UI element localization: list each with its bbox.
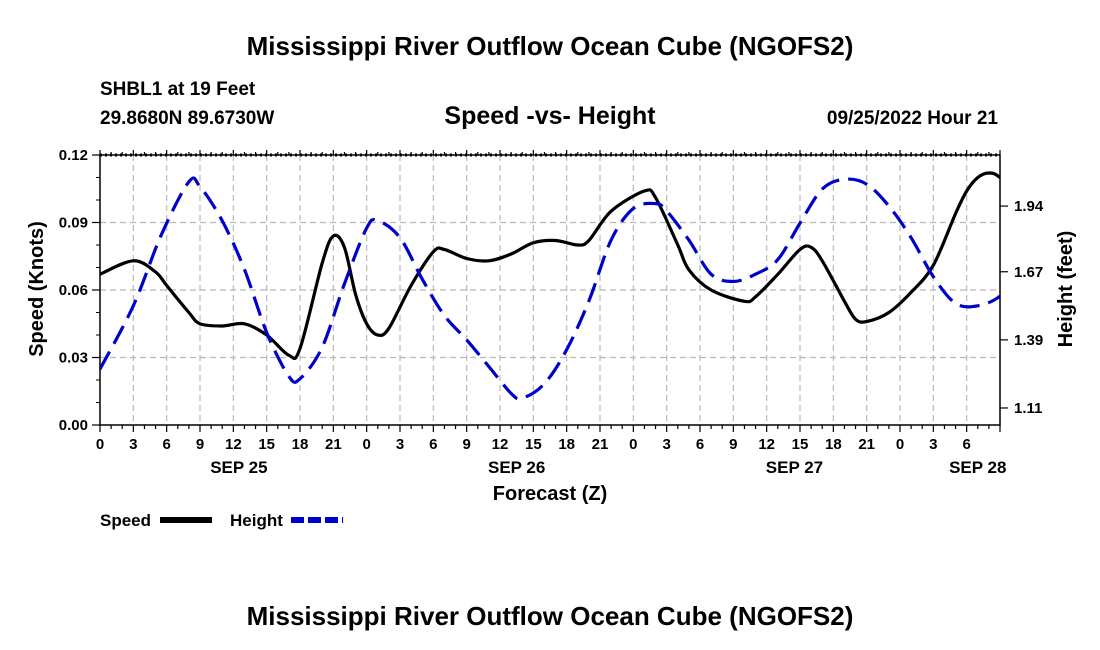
x-tick-label: 0 [96, 436, 104, 453]
x-tick-label: 0 [629, 436, 637, 453]
y-axis-left: 0.00 0.03 0.06 0.09 0.12 [59, 147, 100, 434]
series-line-height [100, 176, 1000, 401]
x-tick-label: 0 [362, 436, 370, 453]
y2-tick-label: 1.94 [1014, 198, 1044, 215]
legend-height-label: Height [230, 511, 283, 530]
x-tick-label: 12 [225, 436, 242, 453]
x-tick-label: 3 [396, 436, 404, 453]
coordinates-label: 29.8680N 89.6730W [100, 108, 274, 129]
x-day-label: SEP 25 [210, 458, 267, 477]
y-tick-label: 0.12 [59, 147, 88, 164]
x-tick-label: 9 [729, 436, 737, 453]
x-tick-label: 3 [662, 436, 670, 453]
x-day-label: SEP 26 [488, 458, 545, 477]
x-day-label: SEP 27 [766, 458, 823, 477]
y2-axis-label: Height (feet) [1055, 231, 1077, 348]
series-lines [100, 171, 1000, 401]
x-tick-label: 21 [858, 436, 875, 453]
x-tick-label: 6 [429, 436, 437, 453]
y-axis-right: 1.11 1.39 1.67 1.94 [1000, 198, 1044, 417]
x-tick-label: 18 [292, 436, 309, 453]
x-day-label: SEP 28 [949, 458, 1006, 477]
x-tick-label: 15 [525, 436, 542, 453]
chart-subtitle: Speed -vs- Height [444, 102, 656, 130]
x-axis: 0 3 6 9 12 15 18 21 0 3 6 9 12 15 18 21 0 3 6 9 12 15 18 21 0 3 6 S… [96, 150, 1006, 477]
y-tick-label: 0.03 [59, 350, 88, 367]
legend: Speed Height [100, 511, 343, 530]
y-tick-label: 0.00 [59, 417, 88, 434]
x-tick-label: 18 [558, 436, 575, 453]
x-tick-label: 3 [929, 436, 937, 453]
y-tick-label: 0.09 [59, 215, 88, 232]
x-tick-label: 15 [258, 436, 275, 453]
x-tick-label: 15 [792, 436, 809, 453]
x-tick-label: 0 [896, 436, 904, 453]
x-tick-label: 6 [162, 436, 170, 453]
legend-speed-label: Speed [100, 511, 151, 530]
x-tick-label: 6 [962, 436, 970, 453]
x-tick-label: 12 [758, 436, 775, 453]
y2-tick-label: 1.67 [1014, 264, 1043, 281]
chart-title-bottom: Mississippi River Outflow Ocean Cube (NG… [247, 601, 854, 631]
y-tick-label: 0.06 [59, 282, 88, 299]
x-tick-label: 18 [825, 436, 842, 453]
x-tick-label: 3 [129, 436, 137, 453]
station-label: SHBL1 at 19 Feet [100, 79, 256, 100]
y-axis-label: Speed (Knots) [26, 221, 48, 357]
date-label: 09/25/2022 Hour 21 [827, 108, 999, 129]
y2-tick-label: 1.39 [1014, 332, 1043, 349]
gridlines [100, 155, 1000, 425]
x-tick-label: 21 [325, 436, 342, 453]
x-tick-label: 9 [462, 436, 470, 453]
x-tick-label: 6 [696, 436, 704, 453]
series-line-speed [100, 171, 1000, 361]
x-tick-label: 12 [492, 436, 509, 453]
x-tick-label: 9 [196, 436, 204, 453]
chart-title-top: Mississippi River Outflow Ocean Cube (NG… [247, 31, 854, 61]
y2-tick-label: 1.11 [1014, 400, 1042, 417]
x-tick-label: 21 [592, 436, 609, 453]
x-axis-label: Forecast (Z) [493, 483, 607, 505]
